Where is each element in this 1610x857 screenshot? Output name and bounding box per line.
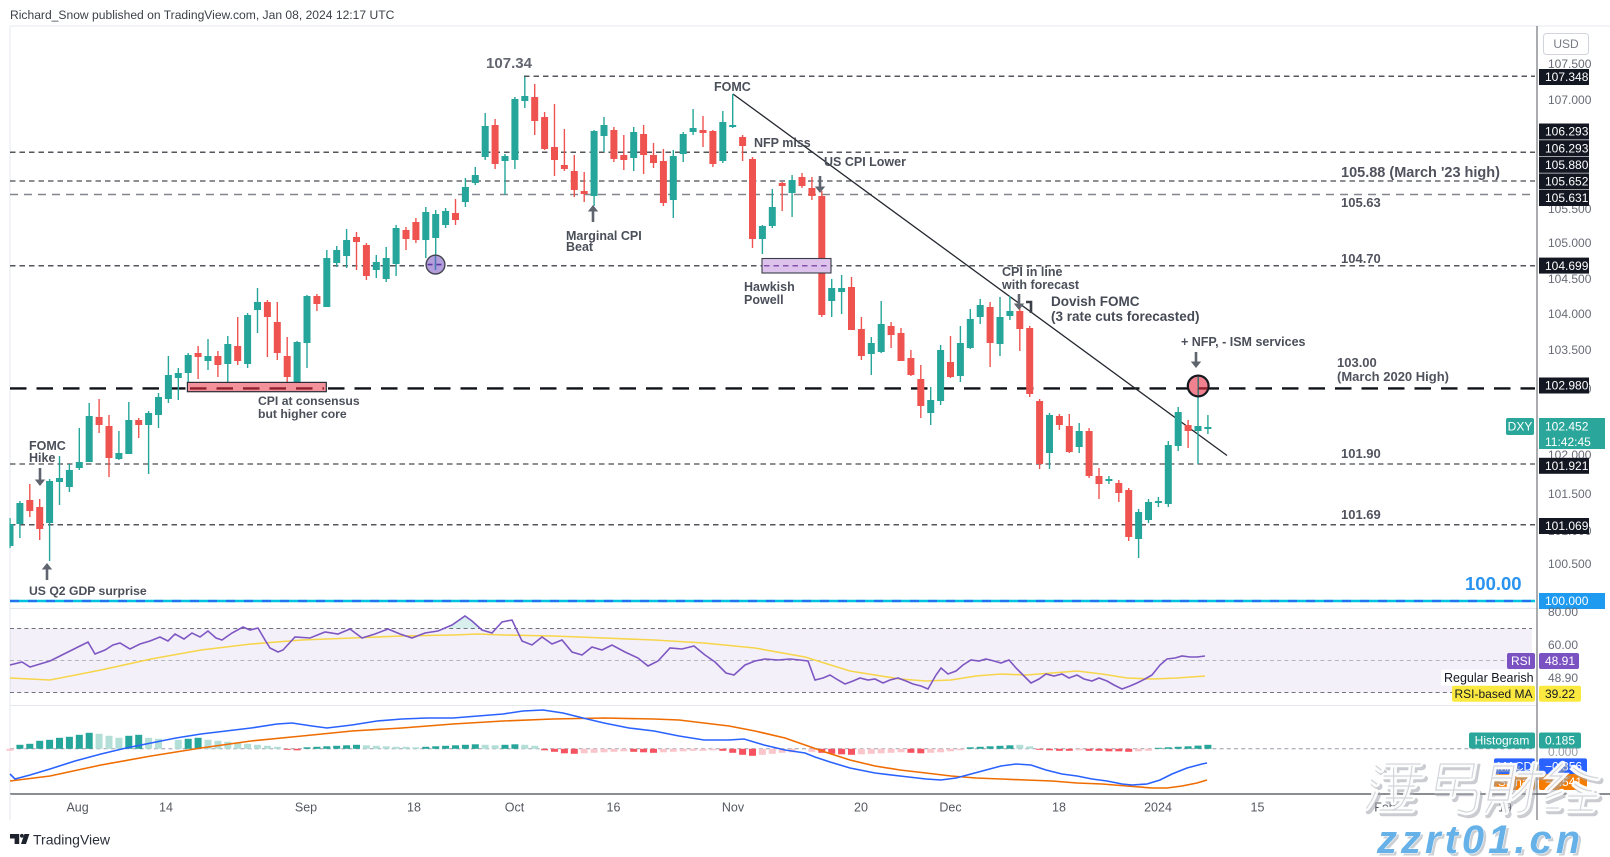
svg-text:105.631: 105.631 — [1545, 191, 1589, 205]
svg-text:0.185: 0.185 — [1545, 734, 1575, 748]
svg-text:CPI at consensus: CPI at consensus — [258, 394, 360, 408]
svg-text:105.652: 105.652 — [1545, 175, 1589, 189]
svg-text:101.500: 101.500 — [1548, 487, 1592, 501]
svg-text:48.90: 48.90 — [1548, 671, 1578, 685]
svg-text:Dec: Dec — [939, 801, 961, 815]
svg-text:Marginal CPI: Marginal CPI — [566, 229, 642, 243]
svg-text:2024: 2024 — [1144, 801, 1172, 815]
svg-text:105.000: 105.000 — [1548, 236, 1592, 250]
svg-text:Aug: Aug — [66, 801, 88, 815]
svg-text:100.000: 100.000 — [1545, 594, 1589, 608]
svg-text:80.00: 80.00 — [1548, 605, 1578, 619]
svg-text:60.00: 60.00 — [1548, 638, 1578, 652]
svg-text:100.500: 100.500 — [1548, 557, 1592, 571]
svg-text:101.069: 101.069 — [1545, 519, 1589, 533]
svg-text:zzrt01.cn: zzrt01.cn — [1379, 821, 1587, 857]
svg-text:0.000: 0.000 — [1548, 745, 1578, 759]
svg-text:101.921: 101.921 — [1545, 459, 1589, 473]
svg-text:DXY: DXY — [1508, 420, 1533, 434]
svg-text:104.000: 104.000 — [1548, 307, 1592, 321]
svg-text:102.980: 102.980 — [1545, 379, 1589, 393]
svg-text:CPI in line: CPI in line — [1002, 265, 1062, 279]
svg-text:39.22: 39.22 — [1545, 687, 1575, 701]
svg-text:Beat: Beat — [566, 240, 594, 254]
svg-text:104.500: 104.500 — [1548, 272, 1592, 286]
svg-text:107.000: 107.000 — [1548, 93, 1592, 107]
svg-text:18: 18 — [407, 801, 421, 815]
svg-text:RSI-based MA: RSI-based MA — [1454, 687, 1532, 701]
svg-text:Nov: Nov — [722, 801, 745, 815]
svg-text:107.500: 107.500 — [1548, 57, 1592, 71]
svg-text:14: 14 — [159, 801, 173, 815]
svg-text:20: 20 — [854, 801, 868, 815]
svg-text:+ NFP, - ISM services: + NFP, - ISM services — [1181, 335, 1306, 349]
svg-text:103.500: 103.500 — [1548, 343, 1592, 357]
svg-text:100.00: 100.00 — [1465, 573, 1522, 594]
svg-text:Hike: Hike — [29, 451, 55, 465]
svg-text:18: 18 — [1052, 801, 1066, 815]
svg-text:105.88 (March '23 high): 105.88 (March '23 high) — [1341, 165, 1500, 181]
svg-text:(March 2020 High): (March 2020 High) — [1337, 369, 1449, 384]
svg-text:TradingView: TradingView — [33, 832, 111, 848]
svg-text:Richard_Snow published on Trad: Richard_Snow published on TradingView.co… — [10, 8, 395, 22]
svg-text:Regular Bearish: Regular Bearish — [1444, 671, 1534, 685]
svg-text:with forecast: with forecast — [1001, 278, 1080, 292]
svg-text:Hawkish: Hawkish — [744, 280, 795, 294]
svg-text:106.293: 106.293 — [1545, 141, 1589, 155]
svg-text:FOMC: FOMC — [29, 439, 66, 453]
svg-text:US CPI Lower: US CPI Lower — [824, 155, 906, 169]
svg-text:16: 16 — [607, 801, 621, 815]
svg-text:US Q2 GDP surprise: US Q2 GDP surprise — [29, 584, 147, 598]
svg-text:Powell: Powell — [744, 293, 784, 307]
svg-text:NFP miss: NFP miss — [754, 136, 811, 150]
svg-text:105.880: 105.880 — [1545, 158, 1589, 172]
svg-text:Oct: Oct — [505, 801, 525, 815]
svg-text:107.348: 107.348 — [1545, 70, 1589, 84]
svg-text:but higher core: but higher core — [258, 407, 347, 421]
svg-text:FOMC: FOMC — [714, 80, 751, 94]
svg-text:102.452: 102.452 — [1545, 420, 1589, 434]
svg-text:USD: USD — [1553, 37, 1579, 51]
svg-text:11:42:45: 11:42:45 — [1545, 435, 1591, 449]
svg-text:Dovish FOMC: Dovish FOMC — [1051, 294, 1140, 309]
svg-text:Histogram: Histogram — [1475, 734, 1530, 748]
svg-text:101.90: 101.90 — [1341, 446, 1381, 461]
svg-text:zzrt01.cn: zzrt01.cn — [1376, 818, 1584, 857]
svg-text:48.91: 48.91 — [1545, 654, 1575, 668]
svg-text:104.70: 104.70 — [1341, 251, 1381, 266]
svg-text:105.63: 105.63 — [1341, 195, 1381, 210]
svg-text:106.293: 106.293 — [1545, 125, 1589, 139]
svg-text:RSI: RSI — [1511, 654, 1531, 668]
svg-text:(3 rate cuts forecasted): (3 rate cuts forecasted) — [1051, 309, 1200, 324]
svg-text:104.699: 104.699 — [1545, 259, 1589, 273]
svg-text:Sep: Sep — [295, 801, 317, 815]
svg-text:15: 15 — [1251, 801, 1265, 815]
svg-text:101.69: 101.69 — [1341, 507, 1381, 522]
svg-text:103.00: 103.00 — [1337, 355, 1377, 370]
svg-text:107.34: 107.34 — [486, 55, 533, 72]
